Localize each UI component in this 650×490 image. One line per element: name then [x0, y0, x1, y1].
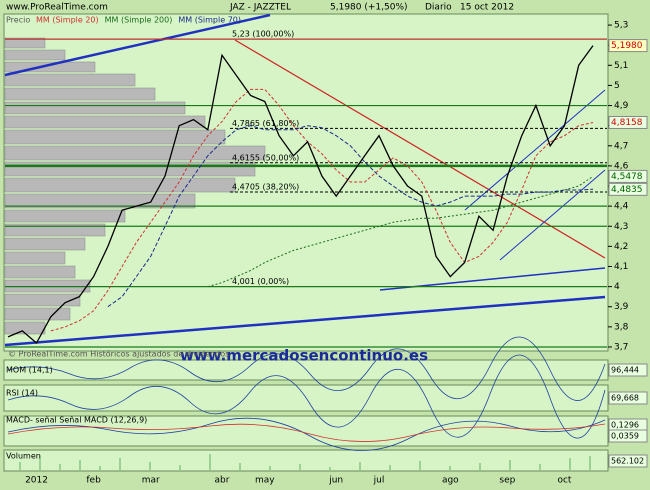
y-tick-label: 4,4: [614, 202, 629, 212]
price-tag: [608, 115, 648, 129]
y-tick-label: 3,9: [614, 302, 629, 312]
indicator-name: MOM (14,1): [6, 366, 53, 375]
y-tick-label: 4,3: [614, 222, 628, 232]
volume-profile: [4, 37, 266, 335]
fib-label: 4,001 (0,00%): [232, 277, 289, 286]
indicator-lines: [7, 336, 606, 451]
indicator-tag: [608, 454, 648, 468]
price-tag-label: 4,5478: [611, 172, 643, 182]
series-line: [7, 45, 594, 345]
indicator-value: 0,1296: [611, 421, 639, 430]
fib-label: 5,23 (100,00%): [232, 30, 294, 39]
y-tick-label: 3,7: [614, 342, 628, 352]
volume-panel: [3, 449, 609, 472]
y-tick-label: 4: [614, 282, 620, 292]
indicator-tag: [608, 429, 648, 443]
y-tick-label: 4,9: [614, 101, 629, 111]
x-tick-label: jul: [373, 476, 385, 486]
period: Diario: [425, 3, 452, 13]
indicator-value: 69,668: [611, 394, 639, 403]
y-tick-label: 4,6: [614, 161, 629, 171]
x-tick-label: ago: [442, 476, 459, 486]
y-tick-label: 5,3: [614, 21, 628, 31]
x-tick-label: mar: [142, 476, 160, 486]
x-tick-label: oct: [557, 476, 571, 486]
indicator-value: 0,0359: [611, 432, 639, 441]
indicator-tag: [608, 391, 648, 405]
y-tick-label: 4,7: [614, 141, 628, 151]
y-tick-label: 4,1: [614, 262, 628, 272]
copyright: © ProRealTime.com Históricos ajustados d…: [8, 349, 229, 359]
indicator-value: 562.102: [611, 457, 644, 466]
x-tick-label: jun: [328, 476, 343, 486]
series-line: [50, 88, 594, 332]
price-tag-label: 4,8158: [611, 118, 643, 128]
price-tag-label: 4,4835: [611, 185, 643, 195]
x-tick-label: feb: [86, 476, 101, 486]
indicator-name: RSI (14): [6, 389, 38, 398]
indicator-tag: [608, 363, 648, 377]
date: 15 oct 2012: [460, 3, 514, 13]
indicator-value: 96,444: [611, 366, 639, 375]
site: www.ProRealTime.com: [6, 3, 108, 13]
watermark: www.mercadosencontinuo.es: [180, 347, 428, 365]
y-tick-label: 3,8: [614, 322, 629, 332]
price-tag: [608, 169, 648, 183]
x-tick-label: sep: [499, 476, 515, 486]
x-tick-label: may: [255, 476, 275, 486]
x-tick-label: abr: [215, 476, 230, 486]
fib-label: 4,4705 (38,20%): [232, 182, 299, 191]
macd-panel: [3, 415, 609, 447]
legend-entry: MM (Simple 20): [36, 16, 99, 25]
price-tag: [608, 182, 648, 196]
fib-label: 4,7865 (61,80%): [232, 119, 299, 128]
indicator-name: Volumen: [6, 452, 41, 461]
chart-title: JAZ - JAZZTEL: [229, 3, 291, 13]
legend-label: Precio: [6, 16, 30, 25]
x-tick-label: 2012: [25, 476, 48, 486]
price-tag: [608, 39, 648, 53]
y-tick-label: 5,1: [614, 61, 628, 71]
legend-entry: MM (Simple 200): [105, 16, 173, 25]
volume-bars: [19, 454, 591, 470]
series-line: [107, 125, 594, 308]
quote: 5,1980 (+1,50%): [330, 3, 408, 13]
fib-label: 4,6155 (50,00%): [232, 153, 299, 162]
price-tag-label: 5,1980: [611, 41, 643, 51]
legend-entry: MM (Simple 70): [178, 16, 241, 25]
y-tick-label: 5: [614, 81, 620, 91]
indicator-name: MACD- señal Señal MACD (12,26,9): [6, 416, 147, 425]
series-line: [207, 175, 594, 288]
y-tick-label: 4,2: [614, 242, 628, 252]
